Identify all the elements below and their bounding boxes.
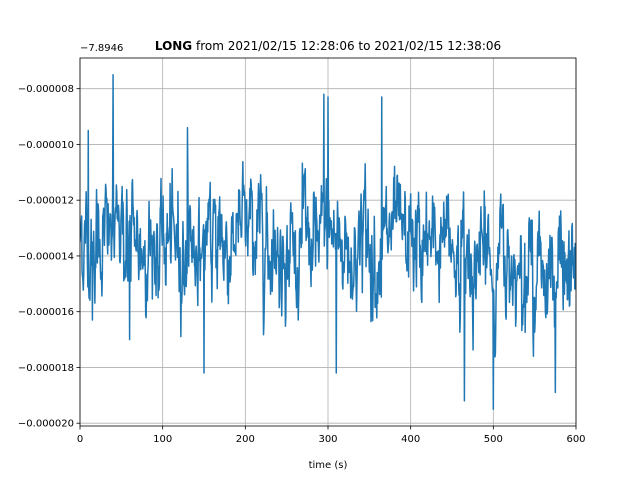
- y-tick-label: −0.000010: [18, 140, 74, 151]
- y-tick-label: −0.000012: [18, 196, 74, 207]
- x-tick-label: 400: [401, 434, 420, 445]
- series-group: [80, 73, 576, 411]
- title-station: LONG: [155, 39, 192, 53]
- offset-label: −7.8946: [80, 43, 123, 54]
- y-tick-label: −0.000008: [18, 84, 74, 95]
- title-rest: from 2021/02/15 12:28:06 to 2021/02/15 1…: [192, 39, 501, 53]
- y-tick-label: −0.000020: [18, 419, 74, 430]
- x-tick-label: 500: [484, 434, 503, 445]
- x-axis-label: time (s): [309, 460, 348, 471]
- x-ticks: 0 100 200 300 400 500 600: [77, 426, 586, 445]
- x-tick-label: 200: [236, 434, 255, 445]
- y-tick-label: −0.000018: [18, 363, 74, 374]
- y-tick-label: −0.000014: [18, 251, 74, 262]
- chart-title: LONG from 2021/02/15 12:28:06 to 2021/02…: [155, 39, 501, 53]
- x-tick-label: 300: [318, 434, 337, 445]
- x-tick-label: 600: [566, 434, 585, 445]
- x-tick-label: 100: [153, 434, 172, 445]
- y-ticks: −0.000008 −0.000010 −0.000012 −0.000014 −0.0…: [18, 84, 80, 430]
- y-tick-label: −0.000016: [18, 307, 74, 318]
- x-tick-label: 0: [77, 434, 83, 445]
- waveform-line: [80, 73, 576, 411]
